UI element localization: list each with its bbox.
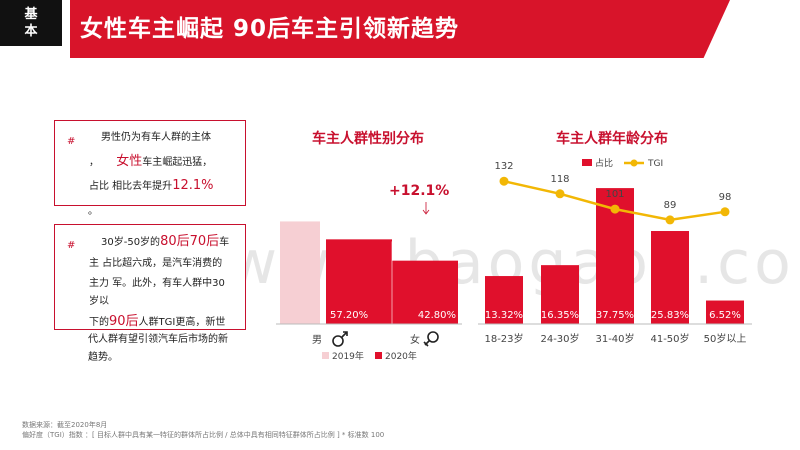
legend-label-2019: 2019年 xyxy=(332,350,364,362)
note1-period: 。 xyxy=(88,206,98,217)
age-bar-label: 25.83% xyxy=(651,310,689,321)
tgi-point xyxy=(555,189,565,199)
age-bar-label: 13.32% xyxy=(485,310,523,321)
note1-percent-highlight: 12.1% xyxy=(172,178,214,193)
note1-comma: ， xyxy=(89,157,99,168)
gender-cat-female: 女 xyxy=(410,333,420,346)
gender-label-male: 57.20% xyxy=(330,310,368,321)
footnote-source: 数据来源：截至2020年8月 xyxy=(22,421,108,429)
female-symbol-cross-icon xyxy=(423,340,430,347)
note2-line1-text: 30岁-50岁的 xyxy=(101,237,161,248)
note2-line3: 主力 军。此外，有车人群中30 xyxy=(89,278,225,289)
age-category-label: 18-23岁 xyxy=(484,332,523,345)
page-title: 女性车主崛起 90后车主引领新趋势 xyxy=(80,16,460,42)
gender-chart-title: 车主人群性别分布 xyxy=(312,131,424,147)
badge-line-1: 基 xyxy=(24,7,38,22)
legend-label-2020: 2020年 xyxy=(385,350,417,362)
tgi-value-label: 118 xyxy=(550,174,569,185)
note1-line1: 男性仍为有车人群的主体 xyxy=(101,132,211,143)
age-bar xyxy=(706,300,744,324)
tgi-point xyxy=(610,204,620,214)
tgi-point xyxy=(720,207,730,217)
age-bar-label: 37.75% xyxy=(596,310,634,321)
age-bar xyxy=(541,265,579,324)
male-symbol-icon xyxy=(332,335,344,347)
section-badge: 基 本 xyxy=(0,0,62,46)
legend-marker-tgi xyxy=(630,159,638,167)
bar-2020-male xyxy=(326,239,392,324)
note2-line5-text: 下的 xyxy=(89,317,109,328)
note1-line3: 占比 相比去年提升12.1% xyxy=(89,175,214,198)
age-category-label: 41-50岁 xyxy=(650,332,689,345)
female-symbol-icon xyxy=(427,331,439,343)
gender-cat-male: 男 xyxy=(312,334,322,346)
age-category-label: 24-30岁 xyxy=(540,332,579,345)
note2-line4: 岁以 xyxy=(89,296,109,307)
age-bar xyxy=(485,276,523,324)
note1-female-highlight: 女性 xyxy=(116,154,143,169)
note1-line2: ， 女性车主崛起迅猛， xyxy=(89,151,212,174)
age-category-label: 31-40岁 xyxy=(595,332,634,345)
badge-line-2: 本 xyxy=(24,24,38,39)
footnote-tgi: 偏好度（TGI）指数 ：[ 目标人群中具有某一特征的群体所占比例 / 总体中具有… xyxy=(22,431,385,439)
male-symbol-arrow-icon xyxy=(341,331,348,338)
note2-line1-end: 车 xyxy=(219,237,230,248)
age-bar xyxy=(651,231,689,324)
gender-label-female: 42.80% xyxy=(418,310,456,321)
age-bar-label: 16.35% xyxy=(541,310,579,321)
bar-2020-female xyxy=(392,260,458,324)
note2-line5: 下的90后人群TGI更高，新世 xyxy=(89,311,225,334)
tgi-value-label: 101 xyxy=(605,189,624,200)
bar-2019-male xyxy=(280,221,320,324)
note2-line5-rest: 人群TGI更高，新世 xyxy=(138,317,226,328)
annotation-arrow xyxy=(422,202,430,215)
note2-line2: 主 占比超六成，是汽车消费的 xyxy=(89,258,223,269)
note2-line1: 30岁-50岁的80后70后车 xyxy=(101,231,229,254)
note2-80s70s-highlight: 80后70后 xyxy=(160,234,220,249)
legend-label-tgi: TGI xyxy=(647,159,663,169)
title-bar xyxy=(70,0,730,58)
gender-annotation: +12.1% xyxy=(389,183,449,199)
tgi-value-label: 89 xyxy=(664,200,677,211)
legend-label-share: 占比 xyxy=(595,157,613,169)
bullet-hash: # xyxy=(67,136,76,147)
note1-line2-rest: 车主崛起迅猛， xyxy=(142,157,213,168)
note2-line6: 代人群有望引领汽车后市场的新 xyxy=(88,334,228,345)
legend-swatch-share xyxy=(582,159,592,166)
note2-90s-highlight: 90后 xyxy=(109,314,139,329)
note2-line7: 趋势。 xyxy=(88,352,118,363)
tgi-value-label: 98 xyxy=(719,192,732,203)
age-category-label: 50岁以上 xyxy=(704,332,747,345)
tgi-point xyxy=(499,176,509,186)
note-box-age: # 30岁-50岁的80后70后车 主 占比超六成，是汽车消费的 主力 军。此外… xyxy=(54,224,246,330)
legend-swatch-2019 xyxy=(322,352,329,359)
tgi-point xyxy=(665,215,675,225)
age-chart-title: 车主人群年龄分布 xyxy=(556,131,668,147)
legend-swatch-2020 xyxy=(375,352,382,359)
note-box-gender: # 男性仍为有车人群的主体 ， 女性车主崛起迅猛， 占比 相比去年提升12.1% xyxy=(54,120,246,206)
age-bar-label: 6.52% xyxy=(709,310,741,321)
bullet-hash: # xyxy=(67,240,76,251)
tgi-value-label: 132 xyxy=(494,161,513,172)
note1-line3-text: 占比 相比去年提升 xyxy=(89,181,173,192)
